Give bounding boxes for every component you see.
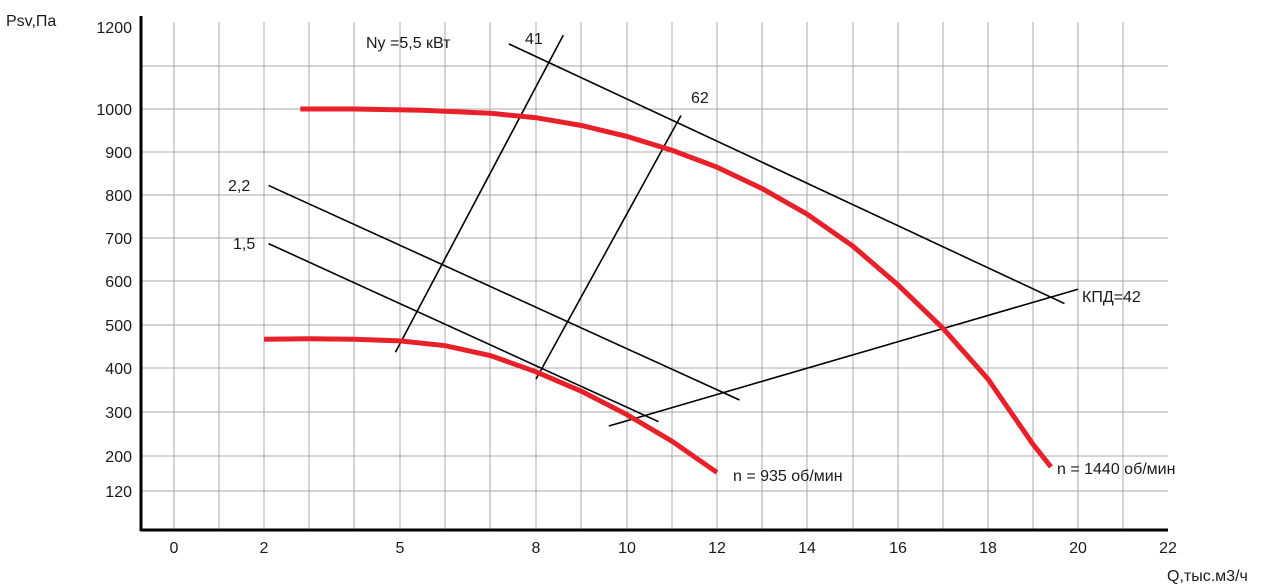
series-curve <box>263 336 719 475</box>
x-tick-label: 16 <box>889 540 907 557</box>
y-tick-label: 120 <box>105 484 132 501</box>
x-tick-label: 10 <box>618 540 636 557</box>
axes <box>139 16 1168 532</box>
label-ny-power: Ny =5,5 кВт <box>366 35 451 52</box>
reference-lines <box>268 34 1079 427</box>
x-tick-label: 5 <box>396 540 405 557</box>
reference-line <box>608 288 1079 427</box>
label-efficiency-42: КПД=42 <box>1082 289 1141 306</box>
x-tick-label: 20 <box>1069 540 1087 557</box>
y-tick-label: 700 <box>105 231 132 248</box>
reference-line <box>268 184 740 401</box>
x-tick-label: 8 <box>532 540 541 557</box>
label-efficiency-41: 41 <box>525 31 543 48</box>
x-tick-label: 0 <box>170 540 179 557</box>
x-tick-label: 22 <box>1159 540 1177 557</box>
x-tick-label: 2 <box>260 540 269 557</box>
reference-line <box>268 242 659 423</box>
y-tick-label: 200 <box>105 449 132 466</box>
reference-line <box>508 43 1065 305</box>
y-axis-label: Psv,Па <box>6 13 56 30</box>
y-tick-label: 1200 <box>96 20 132 37</box>
x-tick-label: 14 <box>798 540 816 557</box>
y-tick-label: 800 <box>105 188 132 205</box>
series-curve <box>300 106 1053 469</box>
tick-labels: 0 2 5 8 10 12 14 16 18 20 22 120 200 300 400 500 600 700 8… <box>96 20 1177 557</box>
label-speed-1440: n = 1440 об/мин <box>1057 461 1175 478</box>
performance-curves <box>263 106 1053 475</box>
x-tick-label: 12 <box>708 540 726 557</box>
reference-line <box>394 34 565 353</box>
y-tick-label: 1000 <box>96 102 132 119</box>
label-efficiency-62: 62 <box>691 90 709 107</box>
y-tick-label: 400 <box>105 361 132 378</box>
y-tick-label: 600 <box>105 274 132 291</box>
label-speed-935: n = 935 об/мин <box>733 468 843 485</box>
y-tick-label: 300 <box>105 405 132 422</box>
x-axis-label: Q,тыс.м3/ч <box>1167 568 1248 585</box>
y-tick-label: 500 <box>105 318 132 335</box>
y-tick-label: 900 <box>105 145 132 162</box>
reference-line <box>535 115 682 380</box>
label-power-1-5: 1,5 <box>233 236 255 253</box>
x-tick-label: 18 <box>979 540 997 557</box>
label-power-2-2: 2,2 <box>228 178 250 195</box>
grid <box>141 22 1168 530</box>
